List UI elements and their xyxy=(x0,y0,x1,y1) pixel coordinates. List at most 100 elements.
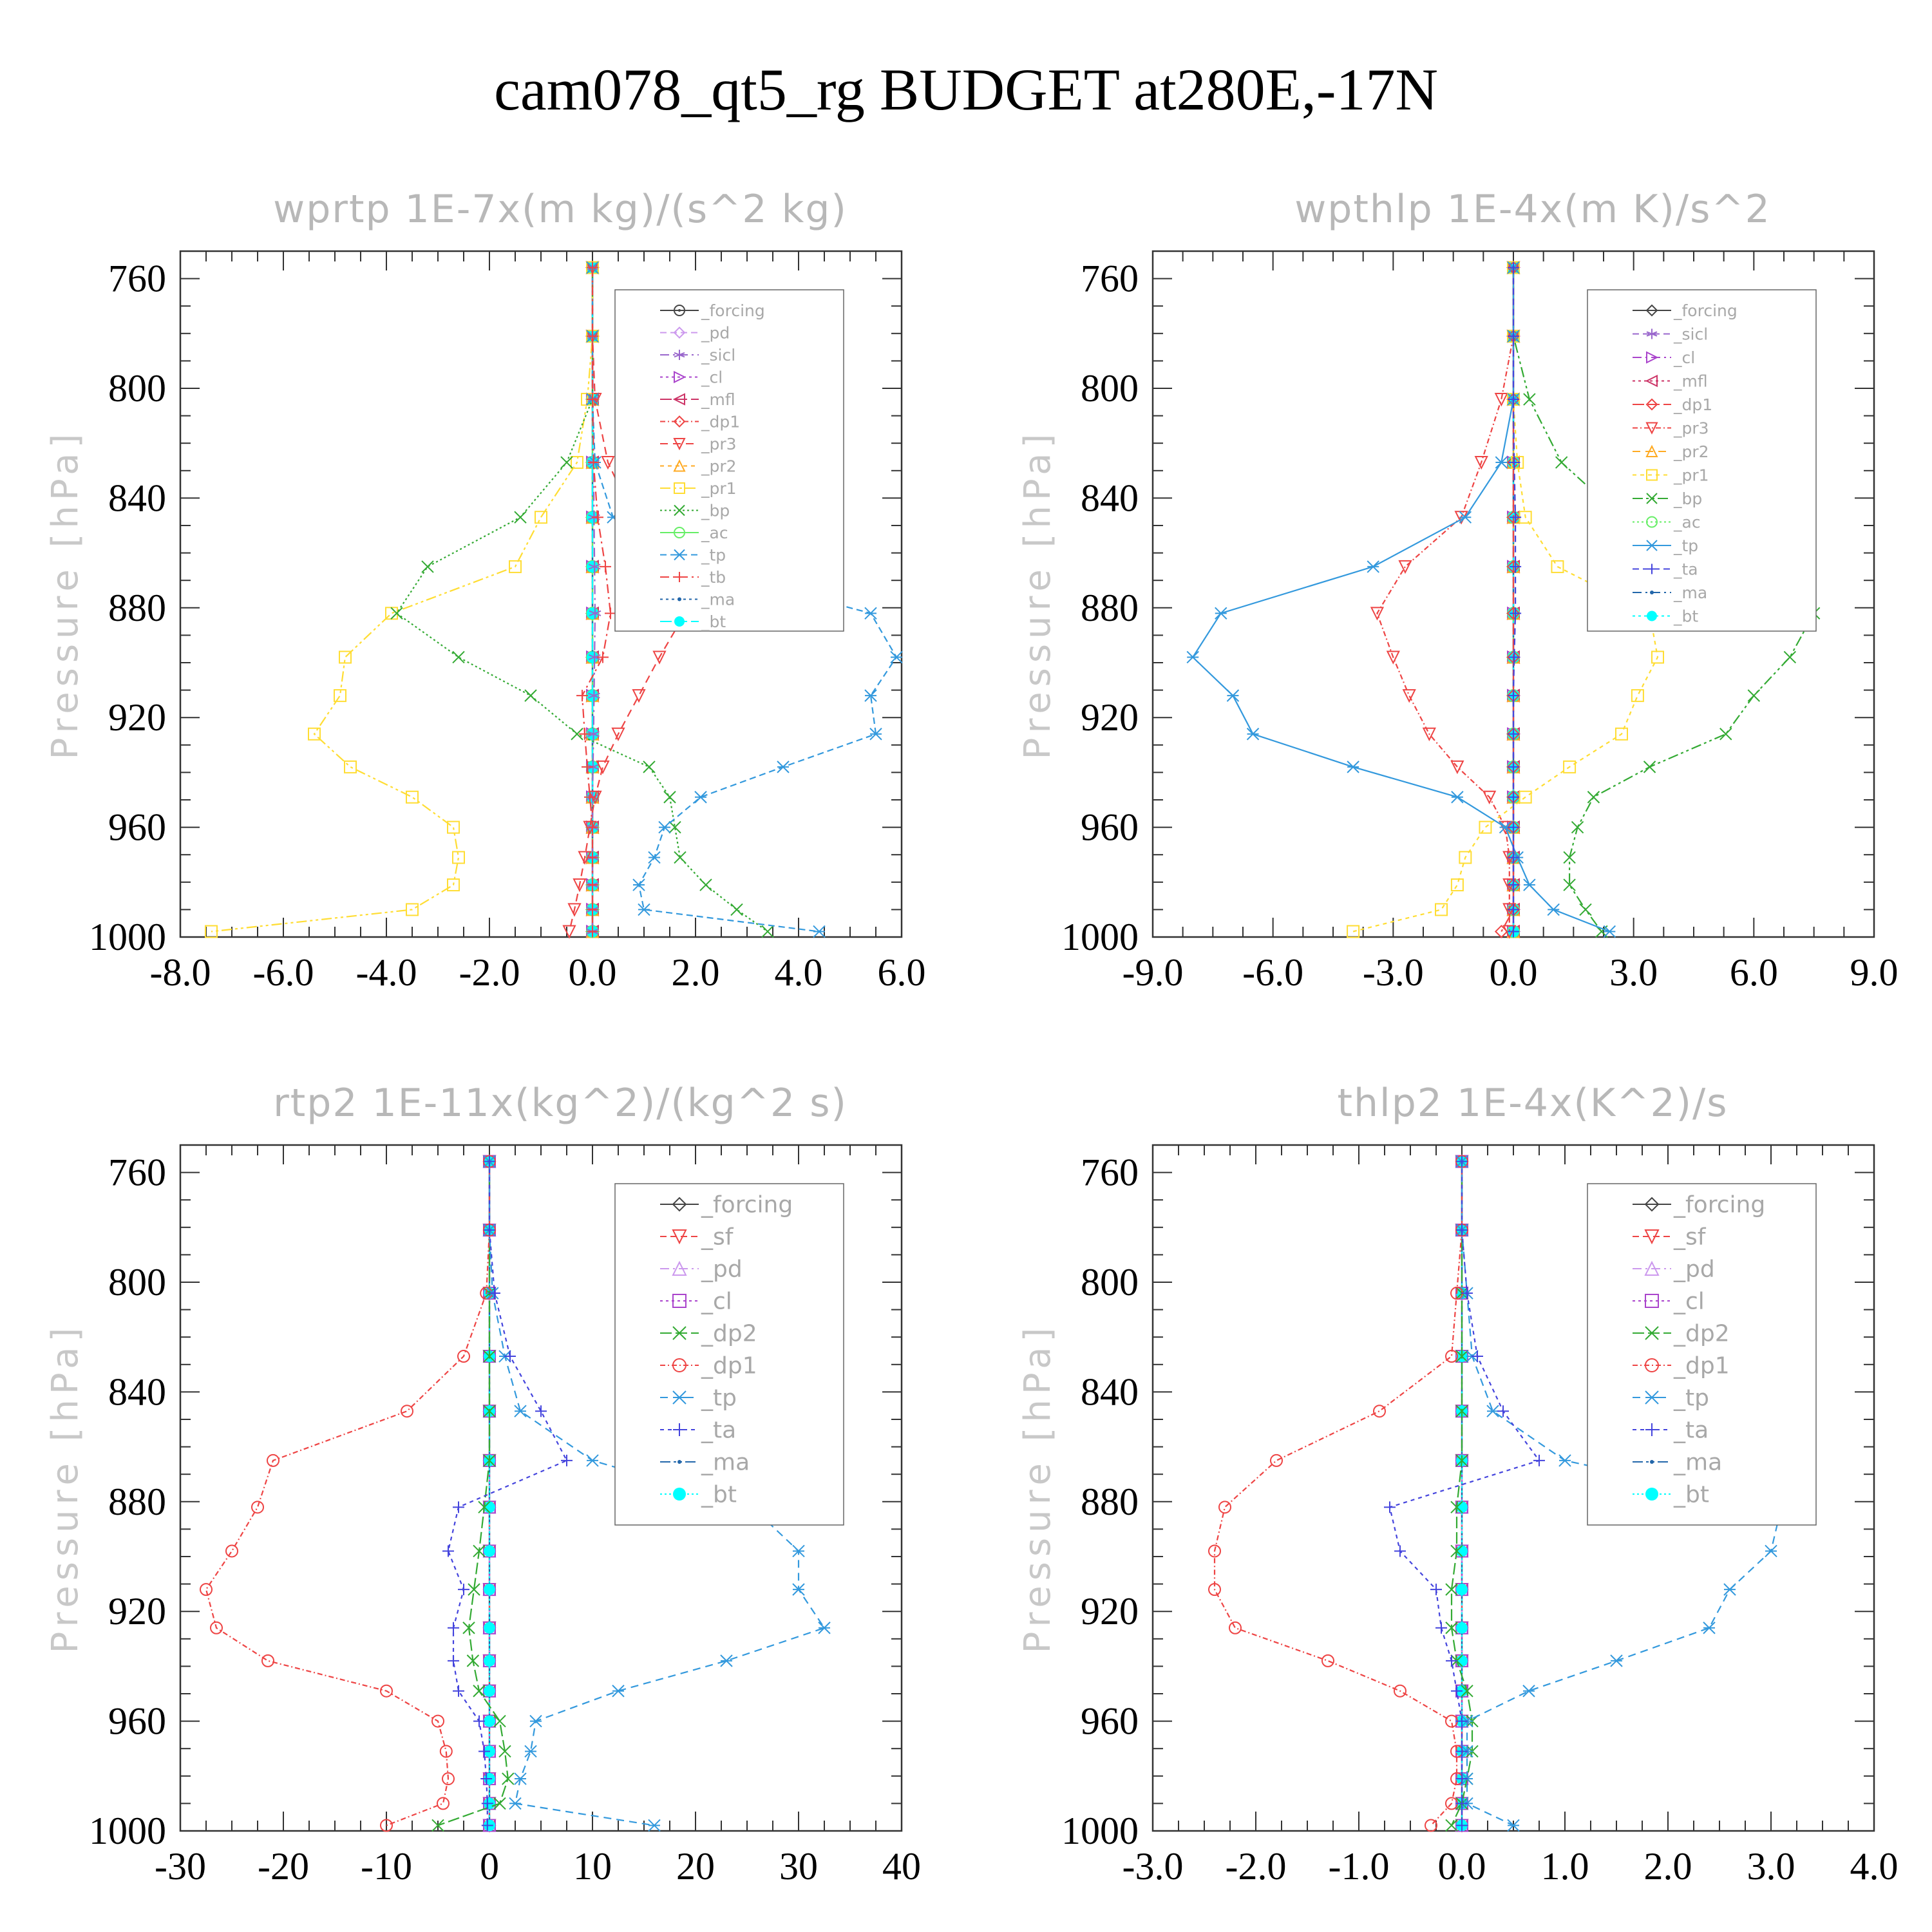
panel-3-legend-label: _pd xyxy=(701,1256,743,1283)
panel-1-legend-marker xyxy=(674,549,685,561)
panel-2-point-tp xyxy=(1523,878,1536,891)
panel-2-legend-label: _pr3 xyxy=(1673,419,1709,437)
panel-4-line-dp1 xyxy=(1213,1161,1463,1826)
panel-4-legend-label: _cl xyxy=(1673,1289,1705,1315)
panel-3-legend-marker xyxy=(673,1423,686,1436)
panel-3-point-tp xyxy=(612,1685,625,1698)
panel-4-point-dp1 xyxy=(1208,1544,1221,1558)
panel-2-ytick-label: 920 xyxy=(1081,696,1139,739)
panel-3-point-dp1 xyxy=(380,1819,393,1832)
panel-1-point-pr3 xyxy=(611,727,625,741)
panel-1-point-tb xyxy=(584,791,596,803)
panel-2-point-ta xyxy=(1510,511,1522,524)
panel-1-frame xyxy=(179,250,903,938)
panel-1-point-bt xyxy=(587,651,598,663)
panel-1-point-tp xyxy=(813,925,826,938)
panel-2-point-ta xyxy=(1508,851,1519,864)
panel-3-xtick-label: 10 xyxy=(573,1845,612,1888)
panel-1-point-pr3 xyxy=(601,456,615,470)
panel-1-point-tp xyxy=(638,903,650,916)
panel-1-ytick-label: 880 xyxy=(108,587,166,629)
panel-1-point-pr3 xyxy=(573,878,587,893)
panel-1-legend-label: _tb xyxy=(701,568,726,587)
panel-1-point-tb xyxy=(587,879,598,891)
panel-1-legend-marker xyxy=(674,350,685,360)
panel-1-point-bp xyxy=(560,456,573,469)
panel-4-legend-marker xyxy=(1650,1460,1654,1464)
panel-1-point-tb xyxy=(587,393,598,406)
panel-4-legend-label: _forcing xyxy=(1673,1192,1765,1218)
panel-4-ytick-label: 880 xyxy=(1081,1481,1139,1523)
panel-1-xtick-label: 4.0 xyxy=(775,951,823,994)
figure-title: cam078_qt5_rg BUDGET at280E,-17N xyxy=(494,57,1438,122)
panel-2-point-pr1 xyxy=(1479,820,1492,834)
panel-1-point-tp xyxy=(864,607,877,620)
panel-1-point-pr1 xyxy=(205,925,218,938)
panel-3-point-bt xyxy=(484,1654,495,1667)
panel-4-point-bt xyxy=(1456,1545,1468,1557)
panel-4-legend-marker xyxy=(1645,1294,1659,1308)
panel-3-point-dp2 xyxy=(473,1685,486,1698)
panel-2-legend-marker xyxy=(1646,469,1658,481)
panel-1-point-sicl xyxy=(588,560,601,573)
panel-2-point-pr3 xyxy=(1370,607,1385,621)
panel-4-point-ta xyxy=(1456,1224,1468,1236)
panel-3-point-tp xyxy=(792,1544,805,1558)
panel-3-point-dp2 xyxy=(473,1544,486,1558)
panel-1-legend-label: _pr1 xyxy=(701,479,737,498)
panel-1-point-pr1 xyxy=(452,851,465,864)
panel-2-point-ta xyxy=(1508,728,1519,740)
panel-1-legend-label: _mfl xyxy=(701,390,735,409)
panel-3-point-dp2 xyxy=(483,1454,496,1467)
panel-3-legend-label: _bt xyxy=(701,1482,737,1508)
panel-1-ytick-label: 1000 xyxy=(89,916,166,958)
panel-2-legend-marker xyxy=(1647,611,1657,621)
panel-1-point-tp xyxy=(777,761,790,773)
panel-3-point-dp2 xyxy=(483,1405,496,1417)
panel-3-point-tp xyxy=(586,1454,599,1467)
panel-3-legend-label: _tp xyxy=(701,1385,737,1412)
panel-4-xtick-label: -3.0 xyxy=(1122,1845,1184,1888)
panel-4-series-ta xyxy=(1384,1155,1545,1832)
panel-2-point-dp1 xyxy=(1506,606,1520,620)
panel-3-xtick-label: 20 xyxy=(676,1845,715,1888)
panel-2-point-pr3 xyxy=(1450,760,1464,775)
panel-2-xtick-label: -3.0 xyxy=(1363,951,1424,994)
panel-2-legend-marker xyxy=(1645,398,1658,411)
panel-2-point-bp xyxy=(1747,689,1761,702)
panel-3-point-tp xyxy=(818,1622,831,1634)
panel-4-title: thlp2 1E-4x(K^2)/s xyxy=(1337,1081,1728,1126)
panel-1-point-tp xyxy=(658,820,671,834)
panel-1-legend-box xyxy=(614,289,844,632)
panel-2-point-pr1 xyxy=(1459,851,1472,864)
panel-2-series-ta xyxy=(1508,261,1522,938)
panel-2-point-dp1 xyxy=(1506,560,1520,574)
panel-2-legend-label: _bp xyxy=(1673,489,1702,508)
panel-1-legend-label: _forcing xyxy=(701,301,765,320)
panel-1-point-bp xyxy=(674,851,687,864)
panel-3-point-ta xyxy=(484,1224,495,1236)
panel-3-point-dp1 xyxy=(267,1454,279,1467)
panel-1-point-tb xyxy=(587,457,600,469)
panel-3-legend-label: _cl xyxy=(701,1289,732,1315)
panel-4-frame xyxy=(1151,1144,1875,1832)
panel-1-legend-label: _pd xyxy=(701,323,730,342)
panel-2-legend-label: _bt xyxy=(1673,607,1698,625)
panel-2-point-pr1 xyxy=(1551,560,1564,573)
panel-3-point-bt xyxy=(484,1685,495,1697)
panel-2-legend-marker xyxy=(1645,422,1658,435)
panel-4-legend-label: _pd xyxy=(1673,1256,1715,1283)
panel-4-point-dp1 xyxy=(1321,1654,1334,1667)
panel-4-xtick-label: 1.0 xyxy=(1541,1845,1589,1888)
panel-3-point-ta xyxy=(453,1685,464,1697)
panel-4-point-tp xyxy=(1507,1819,1520,1832)
panel-4-point-dp2 xyxy=(1450,1544,1463,1558)
panel-4: thlp2 1E-4x(K^2)/s Pressure [hPa] 760 800 84… xyxy=(1017,1081,1899,1888)
panel-2-point-pr3 xyxy=(1494,393,1508,407)
panel-1-point-pr1 xyxy=(344,760,357,773)
panel-2-point-tp xyxy=(1603,925,1616,938)
panel-4-point-bt xyxy=(1456,1622,1468,1634)
panel-2-point-ta xyxy=(1508,761,1519,773)
panel-3-point-dp1 xyxy=(210,1621,223,1634)
panel-4-ytick-label: 960 xyxy=(1081,1700,1139,1743)
